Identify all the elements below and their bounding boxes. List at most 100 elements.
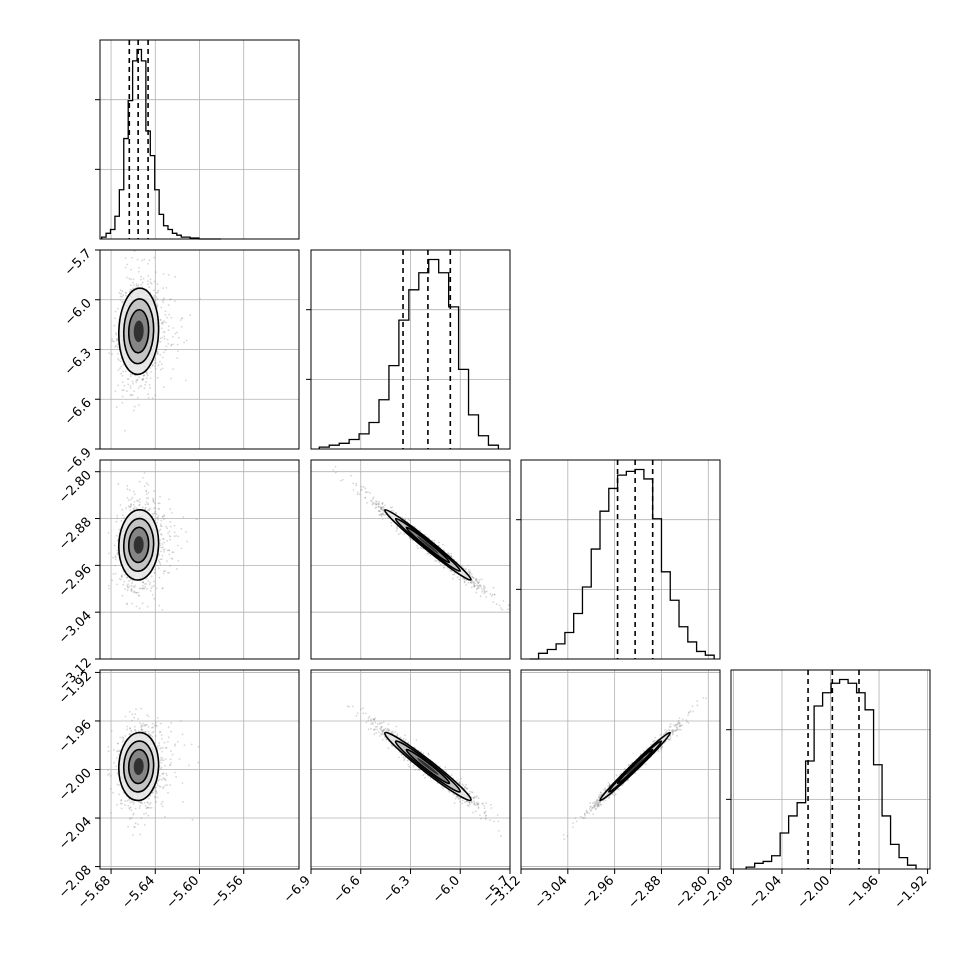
scatter-point [121,389,124,392]
scatter-point [475,578,478,580]
scatter-point [178,336,180,339]
scatter-point [449,569,452,572]
scatter-point [123,580,126,583]
scatter-point [130,730,133,733]
scatter-point [158,560,161,563]
scatter-point [450,774,453,776]
scatter-point [124,370,127,373]
scatter-point [131,817,133,819]
scatter-point [120,360,122,363]
scatter-point [379,513,382,516]
scatter-point [360,488,363,491]
scatter-point [155,721,157,724]
scatter-point [418,529,421,532]
scatter-point [169,508,172,511]
histogram-2-steps [318,258,500,449]
scatter-point [139,833,142,836]
scatter-point [116,549,119,552]
scatter-point [126,799,129,802]
scatter-point [131,380,134,383]
scatter-point [168,764,171,767]
scatter-point [130,503,132,506]
scatter-point [133,812,135,815]
scatter-point [115,520,118,523]
scatter-point [122,294,125,297]
scatter-point [138,480,141,483]
scatter-point [130,503,133,506]
scatter-point [151,594,154,596]
scatter-point [150,282,153,285]
scatter-point [159,368,162,371]
scatter-point [174,744,176,747]
scatter-point [131,579,134,582]
scatter-point [485,596,487,598]
scatter-point [483,584,485,587]
scatter-point [159,759,162,761]
scatter-point [466,787,469,790]
scatter-point [116,742,119,745]
histogram-1-steps [101,48,222,240]
scatter-point [134,822,137,825]
scatter-point [160,546,163,549]
scatter-point [398,756,400,759]
scatter-point [112,749,115,751]
scatter-point [493,593,496,596]
scatter-point [164,746,167,749]
scatter-point [492,601,495,603]
scatter-point [152,296,155,299]
scatter-point [122,363,125,366]
scatter-point [129,505,131,508]
scatter-point [126,584,129,587]
scatter-point [121,741,124,743]
scatter-point [501,608,504,611]
scatter-point [480,578,483,581]
scatter-point [469,790,471,793]
scatter-point [170,377,172,380]
scatter-point [164,349,167,352]
scatter-point [431,539,434,542]
scatter-point [142,722,145,725]
density-fill-1-2-3 [133,320,144,343]
scatter-point [132,278,135,281]
scatter-point [153,507,155,510]
scatter-point [185,379,187,382]
scatter-point [108,552,110,555]
scatter-point [171,551,174,554]
scatter-point [377,506,380,508]
scatter-point [169,564,172,567]
scatter-point [384,504,386,507]
scatter-point [154,365,156,368]
scatter-point [108,587,111,590]
scatter-point [156,283,159,285]
scatter-point [138,594,141,597]
scatter-point [175,567,178,570]
scatter-point [157,747,159,750]
scatter-point [144,731,147,733]
scatter-point [162,772,165,774]
scatter-point [156,782,159,785]
scatter-point [118,784,120,787]
scatter-point [380,506,382,509]
scatter-point [120,578,122,581]
scatter-point [117,369,120,371]
scatter-point [507,608,509,610]
scatter-point [142,374,145,377]
scatter-point [138,266,140,269]
scatter-point [136,378,139,381]
scatter-point [116,551,119,554]
scatter-point [154,735,157,737]
scatter-point [157,516,159,519]
scatter-point [167,329,170,332]
scatter-point [482,586,485,589]
scatter-point [142,378,145,381]
scatter-point [351,705,354,708]
scatter-point [120,292,122,295]
scatter-point [452,577,454,580]
scatter-point [121,374,124,377]
scatter-point [483,805,486,807]
scatter-point [462,784,465,787]
scatter-point [380,507,382,510]
scatter-point [474,582,477,585]
scatter-point [145,371,148,374]
histogram-panel-4 [726,669,931,870]
